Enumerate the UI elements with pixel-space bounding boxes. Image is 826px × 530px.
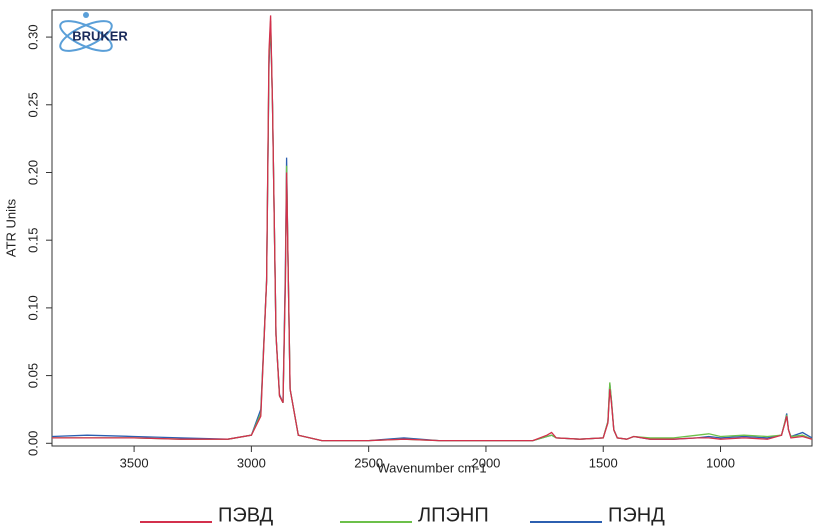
spectrum-line <box>52 15 813 442</box>
logo: BRUKER <box>59 12 128 52</box>
y-tick-label: 0.20 <box>25 160 40 185</box>
legend-label: ПЭВД <box>218 504 274 526</box>
x-tick-label: 3000 <box>237 455 266 470</box>
y-tick-label: 0.25 <box>25 92 40 117</box>
logo-text: BRUKER <box>72 28 128 43</box>
x-tick-label: 2000 <box>471 455 500 470</box>
legend-label: ЛПЭНП <box>418 504 489 526</box>
y-tick-label: 0.05 <box>25 363 40 388</box>
y-tick-label: 0.30 <box>25 24 40 49</box>
plot-frame <box>51 9 813 447</box>
x-tick-label: 1500 <box>589 455 618 470</box>
x-tick-label: 1000 <box>706 455 735 470</box>
y-tick-label: 0.15 <box>25 228 40 253</box>
y-axis-label: ATR Units <box>3 198 18 257</box>
x-tick-label: 3500 <box>120 455 149 470</box>
spectrum-line <box>51 23 813 442</box>
spectrum-line <box>52 20 813 442</box>
x-tick-label: 2500 <box>354 455 383 470</box>
y-tick-label: 0.10 <box>25 295 40 320</box>
x-axis-label: Wavenumber cm-1 <box>377 460 486 475</box>
legend-label: ПЭНД <box>608 504 665 526</box>
y-tick-label: 0.00 <box>25 431 40 456</box>
